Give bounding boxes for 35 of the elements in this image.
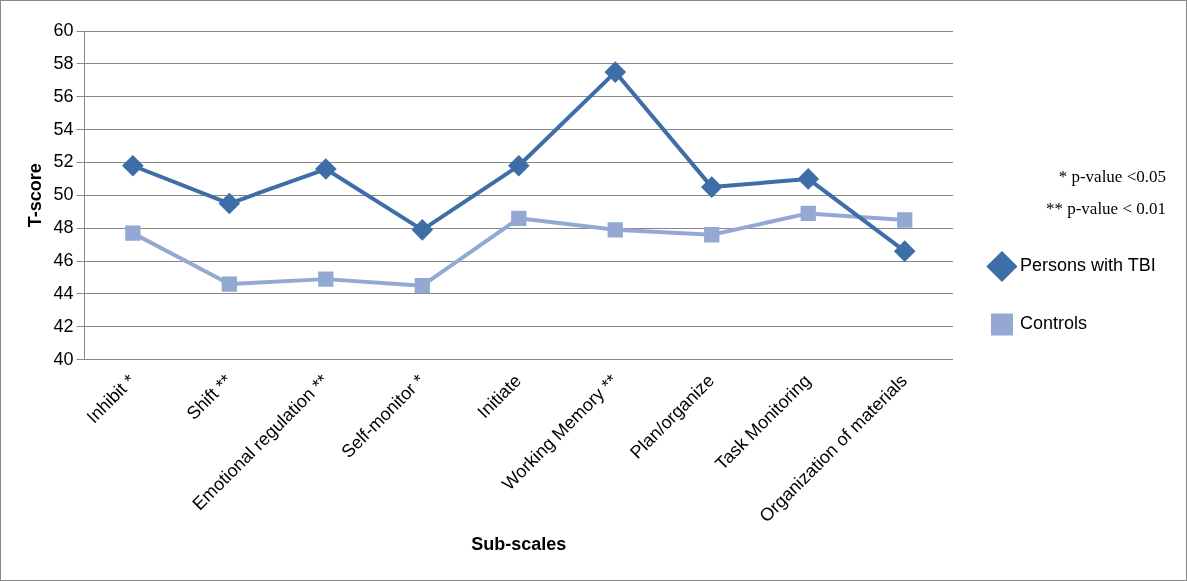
- point: [798, 168, 819, 189]
- point: [800, 205, 816, 222]
- point: [605, 62, 626, 83]
- y-tick-label: 48: [53, 217, 74, 238]
- x-axis-title: Sub-scales: [471, 534, 567, 555]
- legend-label: Controls: [1019, 313, 1087, 334]
- point: [511, 210, 527, 226]
- point: [219, 193, 240, 214]
- text: ** p-value < 0.01: [1045, 198, 1166, 220]
- y-tick-label: 60: [53, 19, 74, 40]
- y-tick-label: 50: [53, 184, 74, 205]
- point: [318, 271, 334, 287]
- y-tick-label: 58: [53, 52, 74, 73]
- y-tick-label: 56: [53, 85, 74, 106]
- y-tick-label: 40: [53, 348, 74, 369]
- point: [412, 219, 433, 240]
- point: [414, 278, 430, 294]
- point: [508, 155, 529, 176]
- text: * p-value <0.05: [1057, 166, 1166, 188]
- legend-label: Persons with TBI: [1019, 255, 1156, 276]
- point: [607, 222, 623, 238]
- point: [701, 177, 722, 198]
- point: [221, 276, 237, 292]
- point: [125, 225, 141, 241]
- point: [894, 241, 915, 262]
- y-tick-label: 52: [53, 151, 74, 172]
- point: [704, 227, 720, 243]
- y-tick-label: 44: [53, 282, 74, 303]
- y-tick-label: 54: [53, 118, 74, 139]
- point: [315, 159, 336, 180]
- y-tick-label: 46: [53, 250, 74, 271]
- point: [897, 212, 913, 228]
- point: [122, 155, 143, 176]
- y-tick-label: 42: [53, 315, 74, 336]
- y-axis-title: T-score: [24, 163, 45, 228]
